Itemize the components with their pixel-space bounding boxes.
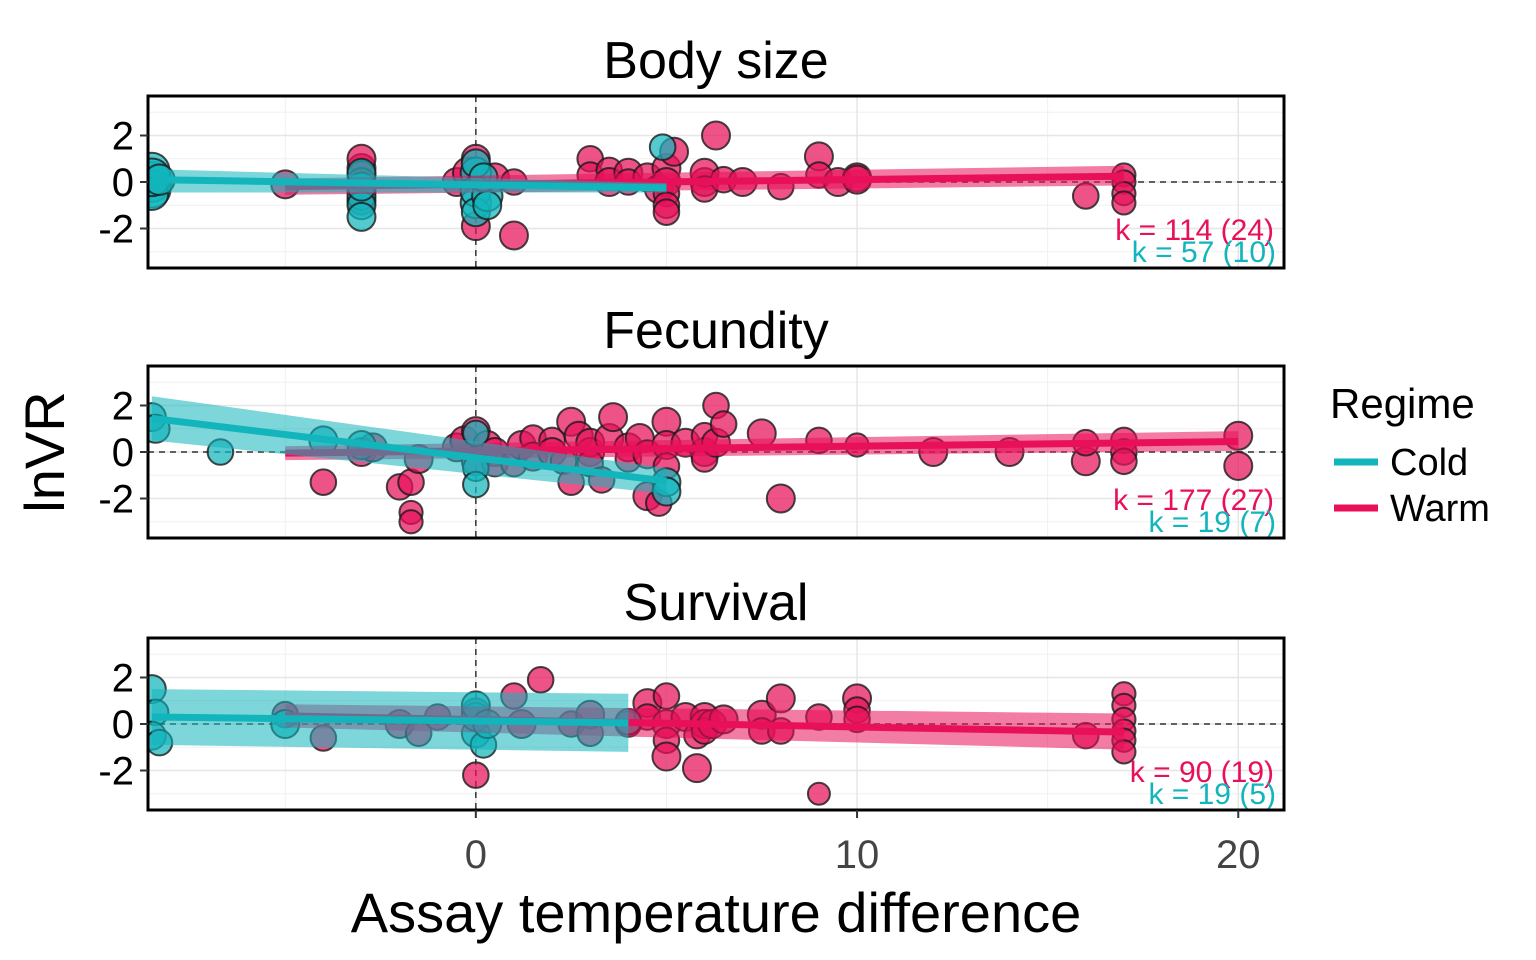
panel-title: Fecundity bbox=[603, 302, 828, 360]
y-tick-label: -2 bbox=[98, 477, 134, 521]
data-point-warm bbox=[498, 220, 529, 251]
panel-title: Body size bbox=[603, 32, 828, 90]
plot-area bbox=[148, 366, 1284, 538]
k-label-warm: k = 177 (27) bbox=[1113, 484, 1274, 517]
data-point-warm bbox=[709, 410, 738, 438]
data-point-warm bbox=[598, 402, 629, 433]
data-point-cold bbox=[346, 201, 377, 232]
panel-fecundity: Fecundity k = 177 (27)k = 19 (7) 20-2 bbox=[98, 302, 1286, 540]
data-point-warm bbox=[681, 753, 712, 784]
panel-title: Survival bbox=[624, 574, 809, 632]
y-tick-label: 2 bbox=[112, 385, 134, 429]
y-tick-label: -2 bbox=[98, 749, 134, 793]
y-tick-label: -2 bbox=[98, 207, 134, 251]
k-label-warm: k = 90 (19) bbox=[1130, 756, 1274, 789]
data-point-warm bbox=[1071, 182, 1100, 210]
legend-title: Regime bbox=[1330, 380, 1475, 427]
data-point-warm bbox=[806, 781, 831, 806]
k-label-warm: k = 114 (24) bbox=[1115, 214, 1274, 247]
y-tick-label: 0 bbox=[112, 703, 134, 747]
plot-area bbox=[148, 638, 1284, 810]
y-tick-label: 0 bbox=[112, 161, 134, 205]
data-point-warm bbox=[1223, 450, 1254, 481]
confidence-band-cold bbox=[151, 396, 667, 494]
data-point-cold bbox=[462, 470, 490, 499]
data-point-warm bbox=[652, 198, 681, 227]
data-point-warm bbox=[651, 741, 682, 772]
data-point-warm bbox=[309, 468, 338, 497]
plot-area bbox=[148, 96, 1284, 268]
data-point-warm bbox=[765, 483, 796, 514]
x-tick-label: 0 bbox=[465, 833, 487, 877]
y-tick-label: 2 bbox=[112, 115, 134, 159]
fit-line-cold bbox=[151, 176, 667, 192]
legend-label-warm: Warm bbox=[1390, 488, 1490, 530]
x-tick-label: 20 bbox=[1216, 833, 1261, 877]
data-point-warm bbox=[1110, 447, 1138, 476]
x-tick-label: 10 bbox=[835, 833, 880, 877]
y-tick-label: 2 bbox=[112, 657, 134, 701]
y-axis-title: lnVR bbox=[13, 391, 76, 512]
x-axis-title: Assay temperature difference bbox=[351, 881, 1081, 944]
fit-line-cold bbox=[151, 414, 667, 485]
k-label-cold: k = 57 (10) bbox=[1132, 236, 1276, 269]
data-point-warm bbox=[652, 682, 681, 710]
data-point-warm bbox=[462, 761, 490, 789]
data-point-cold bbox=[648, 133, 677, 161]
fit-line-cold bbox=[151, 713, 629, 727]
k-label-cold: k = 19 (5) bbox=[1148, 778, 1276, 811]
data-point-warm bbox=[701, 120, 731, 151]
y-tick-label: 0 bbox=[112, 431, 134, 475]
panel-body-size: Body size k = 114 (24)k = 57 (10) 20-2 bbox=[98, 32, 1286, 270]
data-point-warm bbox=[526, 666, 555, 694]
data-point-warm bbox=[398, 509, 424, 535]
k-label-cold: k = 19 (7) bbox=[1148, 506, 1276, 539]
data-point-warm bbox=[765, 683, 796, 714]
data-point-cold bbox=[472, 190, 503, 221]
legend-label-cold: Cold bbox=[1390, 442, 1468, 484]
data-point-warm bbox=[1111, 190, 1137, 216]
